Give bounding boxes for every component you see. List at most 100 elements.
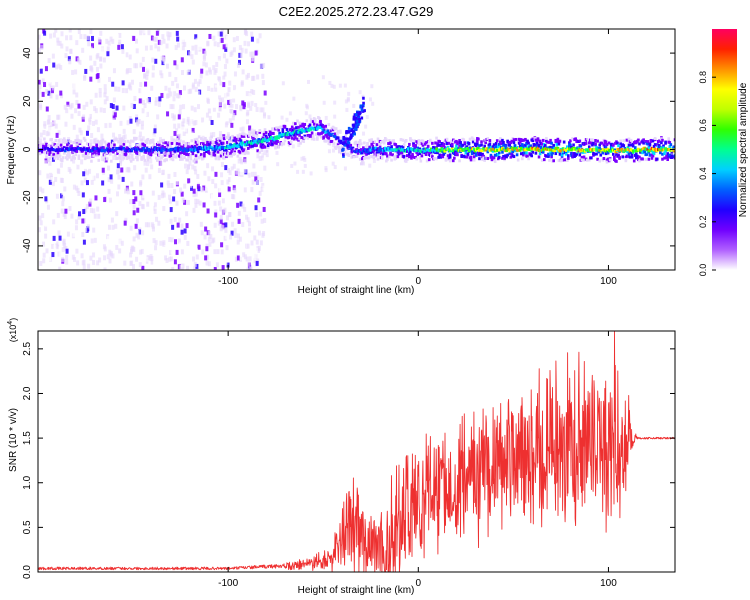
spectrogram-cell [349,133,353,137]
spectrogram-cell [536,137,540,141]
spectrogram-cell [227,134,230,138]
spectrogram-cell [100,156,104,162]
spectrogram-cell [151,65,155,71]
spectrogram-cell [103,153,107,157]
spectrogram-cell [324,166,328,171]
spectrogram-cell [105,38,109,44]
spectrogram-cell [186,240,190,246]
spectrogram-cell [218,106,222,112]
spectrogram-cell [61,196,65,202]
spectrogram-cell [152,36,156,42]
spectrogram-cell [102,108,106,114]
spectrogram-cell [229,151,232,155]
spectrogram-cell [309,120,313,124]
spectrogram-cell [177,123,181,129]
spectrogram-cell [132,204,136,210]
spectrogram-cell [255,134,259,140]
spectrogram-cell [68,189,72,195]
spectrogram-cell [218,95,222,100]
spectrogram-cell [448,153,452,157]
spectrogram-cell [96,127,100,133]
spectrogram-cell [113,143,116,147]
spectrogram-cell [365,152,368,156]
spectrogram-cell [199,221,203,227]
spectrogram-cell [260,148,264,152]
spectrogram-cell [362,96,365,100]
spectrogram-cell [53,267,57,270]
spectrogram-cell [550,155,553,159]
spectrogram-cell [187,89,191,95]
spectrogram-cell [196,81,200,87]
spectrogram-cell [129,118,133,124]
spectrogram-cell [519,152,523,156]
spectrogram-cell [135,114,139,120]
spectrogram-cell [49,33,53,39]
spectrogram-cell [512,141,516,145]
spectrogram-cell [405,157,409,161]
spectrogram-cell [326,129,330,133]
spectrogram-cell [250,187,254,193]
spectrogram-cell [298,128,301,132]
spectrogram-cell [57,230,61,236]
spectrogram-cell [458,159,461,163]
spectrogram-cell [200,230,204,236]
spectrogram-cell [85,180,89,186]
spectrogram-cell [146,137,150,141]
spectrogram-cell [44,196,48,202]
spectrogram-cell [65,259,69,265]
spectrogram-cell [185,169,189,175]
spectrogram-cell [64,121,68,127]
spectrogram-cell [123,260,127,266]
spectrogram-cell [422,147,426,151]
spectrogram-cell [222,82,226,88]
spectrogram-cell [77,214,81,220]
spectrogram-cell [144,57,148,63]
spectrogram-cell [225,116,229,122]
spectrogram-cell [186,257,190,263]
spectrogram-cell [474,144,478,148]
spectrogram-cell [91,174,95,180]
spectrogram-cell [102,41,106,47]
spectrogram-cell [260,218,264,224]
spectrogram-cell [135,151,138,155]
spectrogram-cell [291,144,295,149]
spectrogram-cell [159,139,162,143]
spectrogram-cell [51,150,55,154]
spectrogram-cell [114,86,118,92]
spectrogram-cell [248,125,252,131]
spectrogram-cell [245,175,249,181]
spectrogram-cell [261,107,265,113]
spectrogram-cell [372,158,376,163]
spectrogram-x-tick-label: 100 [600,276,617,287]
spectrogram-cell [228,170,232,176]
spectrogram-cell [673,156,675,160]
spectrogram-cell [181,126,185,132]
spectrogram-cell [129,139,133,143]
spectrogram-cell [118,134,122,140]
spectrogram-cell [64,208,68,214]
spectrogram-cell [46,211,50,217]
spectrogram-cell [246,72,250,78]
spectrogram-cell [165,43,169,49]
spectrogram-cell [183,234,187,240]
spectrogram-cell [463,155,467,159]
spectrogram-cell [515,153,519,157]
spectrogram-cell [76,57,80,63]
spectrogram-cell [233,187,237,193]
spectrogram-cell [80,253,84,259]
spectrogram-cell [220,48,224,54]
spectrogram-cell [135,48,139,54]
spectrogram-cell [253,258,257,264]
spectrogram-cell [55,81,59,87]
spectrogram-cell [140,138,143,142]
spectrogram-cell [184,141,187,145]
spectrogram-cell [104,145,108,149]
spectrogram-cell [177,154,181,158]
spectrogram-cell [85,101,89,107]
spectrogram-cell [631,144,635,148]
spectrogram-cell [65,46,69,52]
spectrogram-cell [378,142,382,146]
spectrogram-cell [172,208,176,214]
spectrogram-cell [492,156,496,160]
